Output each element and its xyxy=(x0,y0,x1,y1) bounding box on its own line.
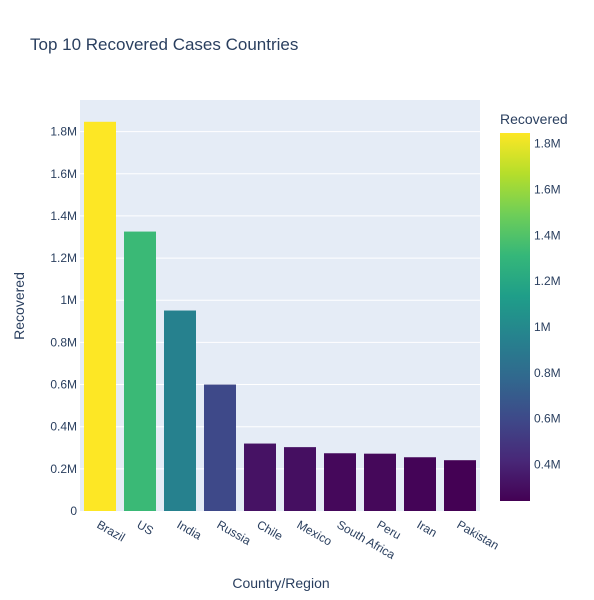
y-tick-label: 1.8M xyxy=(50,125,77,139)
colorbar-tick-label: 0.8M xyxy=(534,366,561,380)
bar-chile xyxy=(244,443,276,511)
y-axis-title: Recovered xyxy=(11,272,27,340)
colorbar-tick-label: 1.4M xyxy=(534,228,561,242)
bar-russia xyxy=(204,384,236,511)
x-tick-label: Mexico xyxy=(295,517,335,548)
bar-india xyxy=(164,310,196,511)
y-tick-label: 1M xyxy=(60,293,77,307)
colorbar-title: Recovered xyxy=(500,111,568,127)
chart-title: Top 10 Recovered Cases Countries xyxy=(30,35,298,54)
bar-mexico xyxy=(284,447,316,511)
y-tick-label: 0.2M xyxy=(50,462,77,476)
y-tick-label: 1.4M xyxy=(50,209,77,223)
bar-south-africa xyxy=(324,453,356,511)
colorbar-tick-label: 0.6M xyxy=(534,412,561,426)
y-tick-label: 0 xyxy=(70,504,77,518)
y-tick-label: 1.6M xyxy=(50,167,77,181)
colorbar-tick-label: 1.6M xyxy=(534,183,561,197)
x-tick-label: Russia xyxy=(215,517,254,548)
x-tick-label: India xyxy=(175,517,205,542)
bar-pakistan xyxy=(444,460,476,511)
bar-iran xyxy=(404,457,436,511)
y-tick-label: 0.8M xyxy=(50,335,77,349)
y-tick-label: 1.2M xyxy=(50,251,77,265)
y-tick-label: 0.4M xyxy=(50,420,77,434)
x-tick-label: Chile xyxy=(255,517,286,543)
bar-us xyxy=(124,231,156,511)
bar-brazil xyxy=(84,121,116,511)
x-tick-label: Iran xyxy=(415,517,440,539)
x-tick-label: Brazil xyxy=(95,517,128,544)
colorbar-tick-label: 1.2M xyxy=(534,274,561,288)
y-axis-ticks: 0 0.2M 0.4M 0.6M 0.8M 1M 1.2M 1.4M 1.6M 1.8M xyxy=(50,125,77,518)
x-tick-label: Pakistan xyxy=(455,517,502,552)
bar-peru xyxy=(364,453,396,511)
colorbar xyxy=(500,133,530,501)
x-axis-title: Country/Region xyxy=(232,575,329,591)
colorbar-tick-label: 0.4M xyxy=(534,458,561,472)
y-tick-label: 0.6M xyxy=(50,378,77,392)
x-axis-ticks: Brazil US India Russia Chile Mexico South Afri… xyxy=(95,517,502,562)
colorbar-ticks: 0.4M 0.6M 0.8M 1M 1.2M 1.4M 1.6M 1.8M xyxy=(534,137,561,472)
colorbar-tick-label: 1M xyxy=(534,320,551,334)
colorbar-tick-label: 1.8M xyxy=(534,137,561,151)
x-tick-label: US xyxy=(135,517,156,537)
bars xyxy=(84,121,476,511)
